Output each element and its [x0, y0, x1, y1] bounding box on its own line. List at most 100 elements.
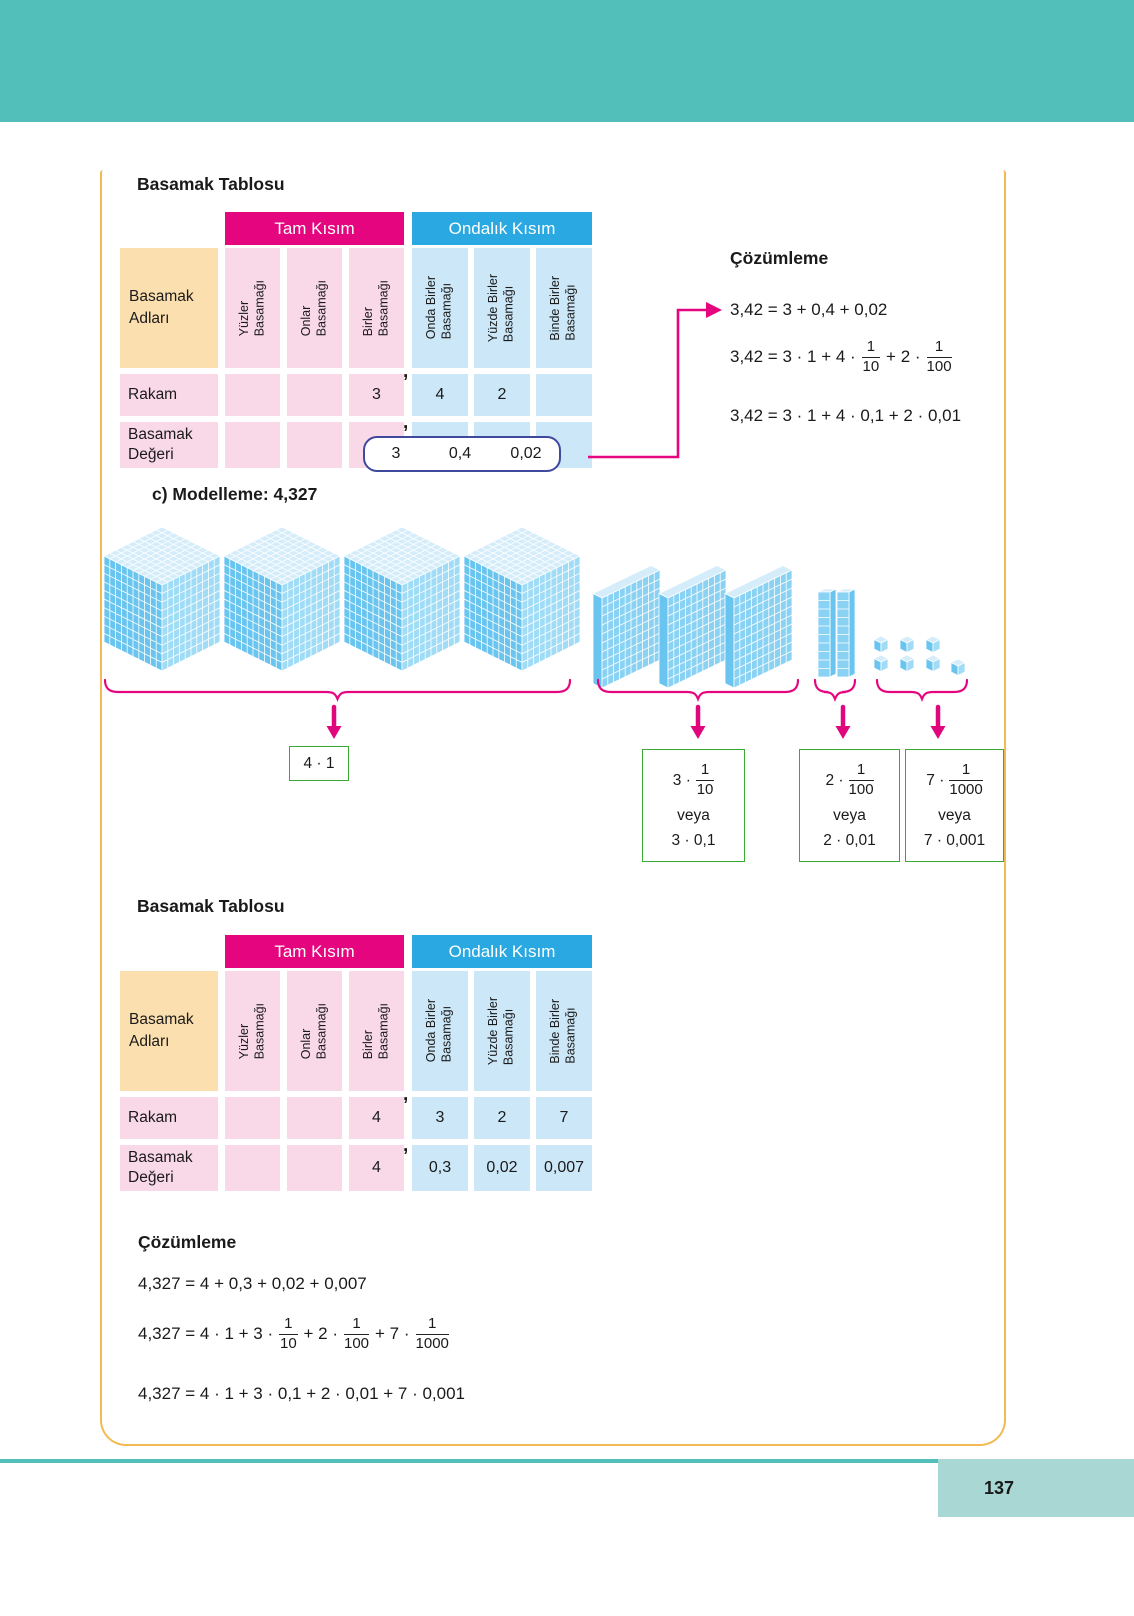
rakam-onda: 4: [412, 374, 468, 416]
col-label: Basamağı: [252, 1002, 267, 1060]
col-label: Yüzde Birler: [486, 273, 501, 343]
denominator: 100: [848, 781, 874, 798]
footer-rule: [0, 1459, 938, 1463]
fraction: 1 1000: [949, 761, 983, 800]
decimal-comma: ,: [403, 1084, 409, 1105]
col-label: Onda Birler: [424, 276, 439, 340]
eq-part: + 2 ·: [886, 347, 921, 367]
thousandths-decimal-expression: 7 · 0,001: [923, 831, 986, 849]
page-number-badge: 137: [938, 1459, 1134, 1517]
col-onlar: Onlar Basamağı: [287, 971, 342, 1091]
numerator: 1: [279, 1315, 298, 1335]
empty-cell: [225, 1097, 280, 1139]
base-ten-blocks: [103, 526, 969, 739]
row-names-cell: Basamak Adları: [120, 248, 218, 368]
tenths-decimal-expression: 3 · 0,1: [671, 831, 716, 849]
equation-with-fractions: 3,42 = 3 · 1 + 4 · 1 10 + 2 · 1 100: [730, 338, 952, 377]
col-yuzler: Yüzler Basamağı: [225, 971, 280, 1091]
numerator: 1: [949, 761, 983, 781]
hundredths-label-box: 2 · 1 100 veya 2 · 0,01: [799, 749, 900, 862]
denominator: 10: [696, 781, 714, 798]
deger-yuzde: 0,02: [474, 1145, 530, 1191]
decimal-comma: ,: [403, 1135, 409, 1156]
col-birler: Birler Basamağı: [349, 248, 404, 368]
empty-cell: [287, 1145, 342, 1191]
ones-label-box: 4 · 1: [289, 746, 349, 781]
denominator: 1000: [949, 781, 983, 798]
col-label: Basamağı: [376, 279, 391, 337]
decimal-comma: ,: [403, 412, 409, 433]
rakam-birler: 3: [349, 374, 404, 416]
place-value-table-1: Tam Kısım Ondalık Kısım Basamak Adları Y…: [110, 205, 610, 490]
top-teal-banner: [0, 0, 1134, 122]
analysis-2: Çözümleme 4,327 = 4 + 0,3 + 0,02 + 0,007…: [138, 1232, 558, 1422]
denominator: 100: [344, 1334, 370, 1352]
equation: 3,42 = 3 · 1 + 4 · 0,1 + 2 · 0,01: [730, 406, 962, 425]
numerator: 1: [344, 1315, 370, 1335]
numerator: 1: [861, 338, 881, 358]
fraction: 1 10: [279, 1315, 298, 1354]
col-binde-birler: Binde Birler Basamağı: [536, 971, 592, 1091]
deger-onda: 0,4: [448, 445, 472, 462]
fraction: 1 10: [861, 338, 881, 377]
tenths-label-box: 3 · 1 10 veya 3 · 0,1: [642, 749, 745, 862]
deger-row-label: Basamak Değeri: [120, 422, 218, 468]
equation: 4,327 = 4 + 0,3 + 0,02 + 0,007: [138, 1274, 367, 1293]
fraction: 1 100: [344, 1315, 370, 1354]
fraction: 1 10: [695, 761, 715, 800]
denominator: 10: [862, 357, 880, 375]
denominator: 10: [279, 1334, 297, 1352]
numerator: 1: [695, 761, 715, 781]
col-onda-birler: Onda Birler Basamağı: [412, 248, 468, 368]
hundredths-fraction-expression: 2 · 1 100: [825, 761, 874, 800]
highlighted-place-values-box: 3 0,4 0,02: [363, 436, 561, 472]
col-label: Birler: [360, 306, 375, 337]
decimal-part-header: Ondalık Kısım: [412, 212, 592, 245]
col-label: Onda Birler: [424, 999, 439, 1063]
col-label: Yüzler: [236, 1023, 251, 1060]
numerator: 1: [848, 761, 874, 781]
rakam-row-label: Rakam: [120, 1097, 218, 1139]
whole-part-header: Tam Kısım: [225, 212, 404, 245]
col-onlar: Onlar Basamağı: [287, 248, 342, 368]
ones-expression: 4 · 1: [303, 754, 335, 772]
deger-onda: 0,3: [412, 1145, 468, 1191]
deger-row-label: Basamak Değeri: [120, 1145, 218, 1191]
col-yuzler: Yüzler Basamağı: [225, 248, 280, 368]
eq-part: 3 ·: [672, 771, 691, 789]
col-label: Basamağı: [314, 279, 329, 337]
tenths-fraction-expression: 3 · 1 10: [672, 761, 715, 800]
rakam-yuzde: 2: [474, 374, 530, 416]
empty-cell: [287, 1097, 342, 1139]
equation: 3,42 = 3 + 0,4 + 0,02: [730, 300, 888, 319]
col-label: Basamağı: [502, 285, 516, 343]
col-birler: Birler Basamağı: [349, 971, 404, 1091]
row-names-cell: Basamak Adları: [120, 971, 218, 1091]
veya-label: veya: [677, 806, 710, 824]
decimal-comma: ,: [403, 361, 409, 382]
fraction: 1 100: [926, 338, 952, 377]
rakam-binde: [536, 374, 592, 416]
col-binde-birler: Binde Birler Basamağı: [536, 248, 592, 368]
col-label: Basamağı: [502, 1008, 516, 1066]
deger-birler: 3: [391, 445, 401, 462]
analysis-title: Çözümleme: [730, 248, 829, 268]
analysis-1: Çözümleme 3,42 = 3 + 0,4 + 0,02 3,42 = 3…: [730, 248, 1134, 438]
col-yuzde-birler: Yüzde Birler Basamağı: [474, 248, 530, 368]
deger-yuzde: 0,02: [510, 445, 542, 462]
eq-part: 7 ·: [926, 771, 945, 789]
empty-cell: [287, 422, 342, 468]
col-yuzde-birler: Yüzde Birler Basamağı: [474, 971, 530, 1091]
fraction: 1 1000: [415, 1315, 449, 1354]
model-title: c) Modelleme: 4,327: [152, 484, 318, 504]
eq-part: 2 ·: [825, 771, 844, 789]
col-label: Basamağı: [440, 1006, 454, 1063]
arrow-to-analysis: [588, 302, 722, 459]
thousandths-fraction-expression: 7 · 1 1000: [926, 761, 983, 800]
deger-binde: 0,007: [536, 1145, 592, 1191]
col-label: Binde Birler: [548, 998, 563, 1064]
rakam-row-label: Rakam: [120, 374, 218, 416]
analysis-title: Çözümleme: [138, 1232, 237, 1252]
col-label: Onlar: [298, 1028, 313, 1060]
